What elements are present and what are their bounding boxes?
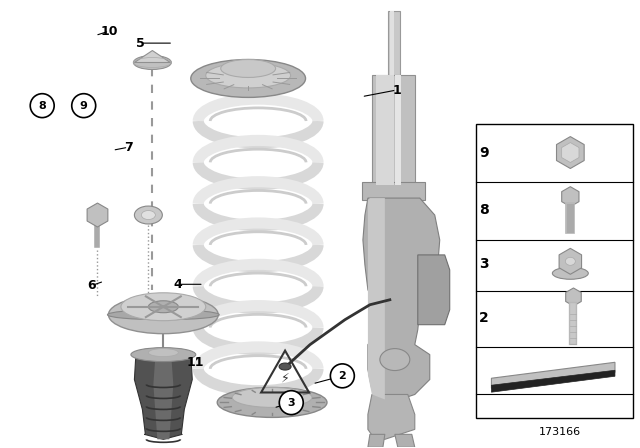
Text: 8: 8 (38, 101, 46, 111)
Text: 6: 6 (87, 279, 96, 292)
Bar (476, 124, 633, 418)
Text: ⚡: ⚡ (281, 372, 289, 385)
Text: 2: 2 (339, 371, 346, 381)
Text: 9: 9 (80, 101, 88, 111)
Text: 5: 5 (136, 37, 144, 50)
Ellipse shape (191, 60, 305, 97)
Polygon shape (492, 362, 615, 388)
Bar (376, 75, 394, 185)
Circle shape (279, 391, 303, 414)
Circle shape (330, 364, 355, 388)
Bar (390, 11, 394, 81)
Text: 8: 8 (479, 202, 489, 217)
Text: 173166: 173166 (538, 426, 580, 437)
Ellipse shape (133, 56, 172, 69)
Ellipse shape (217, 388, 327, 418)
Polygon shape (134, 355, 192, 439)
Polygon shape (363, 198, 440, 400)
Polygon shape (134, 51, 170, 63)
Ellipse shape (380, 349, 410, 370)
Bar (395, 75, 401, 185)
Text: 4: 4 (174, 278, 182, 291)
Text: 7: 7 (124, 141, 132, 154)
Polygon shape (372, 75, 415, 185)
Ellipse shape (121, 293, 205, 321)
Circle shape (72, 94, 96, 118)
Ellipse shape (148, 349, 179, 357)
Ellipse shape (221, 60, 276, 78)
Ellipse shape (108, 296, 218, 334)
Polygon shape (492, 370, 615, 392)
Ellipse shape (141, 211, 156, 220)
Polygon shape (362, 182, 425, 200)
Text: 10: 10 (100, 25, 118, 38)
Polygon shape (368, 435, 385, 447)
Text: 1: 1 (392, 83, 401, 96)
Polygon shape (418, 255, 450, 325)
Text: 3: 3 (287, 398, 295, 408)
Polygon shape (388, 11, 400, 81)
Ellipse shape (131, 348, 196, 362)
Text: 9: 9 (479, 146, 489, 159)
Polygon shape (368, 395, 415, 439)
Ellipse shape (205, 63, 291, 88)
Ellipse shape (552, 267, 588, 279)
Text: 11: 11 (187, 356, 204, 369)
Ellipse shape (232, 388, 312, 407)
Polygon shape (395, 435, 415, 447)
Ellipse shape (134, 206, 163, 224)
Circle shape (30, 94, 54, 118)
Polygon shape (154, 357, 173, 439)
Ellipse shape (108, 310, 220, 320)
Ellipse shape (148, 301, 179, 313)
Ellipse shape (565, 257, 575, 265)
Text: 3: 3 (479, 257, 489, 271)
Polygon shape (368, 198, 385, 400)
Text: 2: 2 (479, 311, 489, 325)
Ellipse shape (279, 363, 291, 370)
